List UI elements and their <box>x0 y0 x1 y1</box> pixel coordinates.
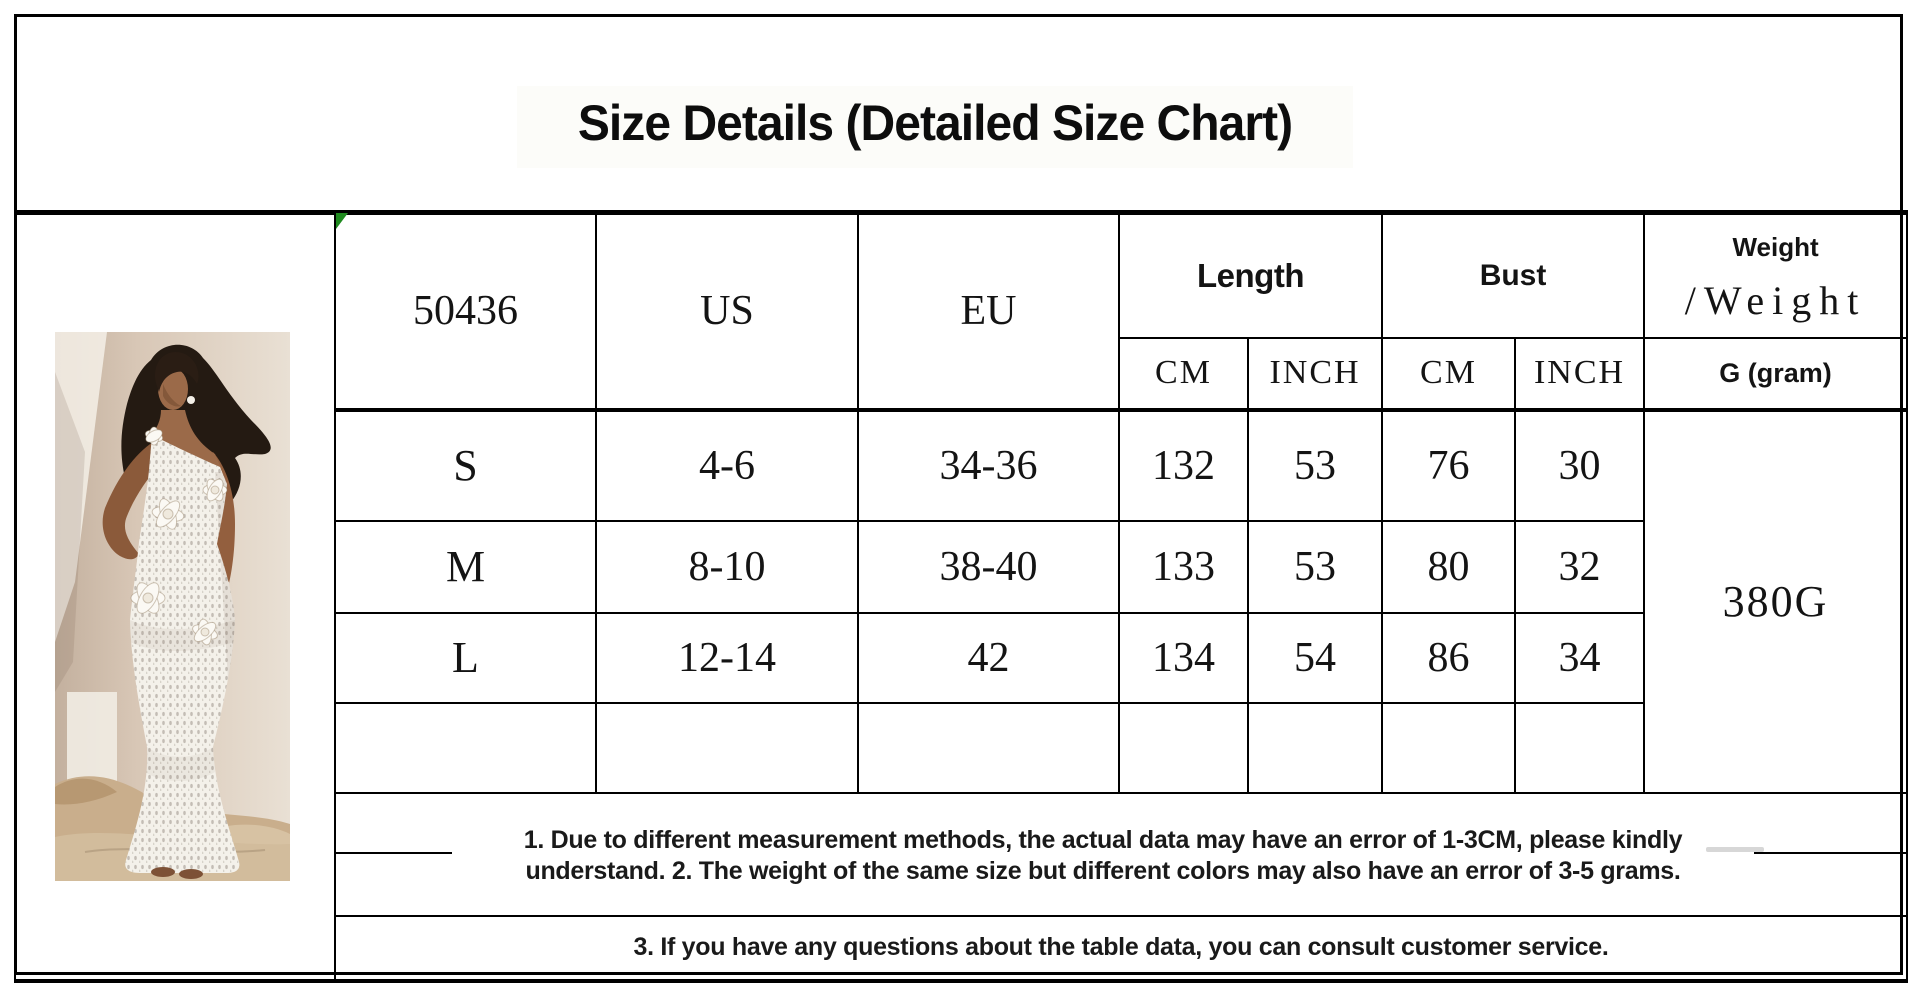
length-cm-value: 134 <box>1118 611 1249 704</box>
bust-inch-value: 32 <box>1514 519 1646 614</box>
earring <box>187 396 195 404</box>
length-cm-header: CM <box>1118 336 1249 412</box>
empty-cell <box>1514 701 1646 794</box>
weight-value-cell: 380G <box>1643 408 1909 794</box>
weight-header-line2: /Weight <box>1684 277 1867 323</box>
title-bar: Size Details (Detailed Size Chart) <box>0 86 1870 168</box>
size-cell: L <box>334 611 597 704</box>
product-photo-cell <box>14 210 336 983</box>
bust-inch-value: 34 <box>1514 611 1646 704</box>
bust-cm-value: 76 <box>1381 408 1517 522</box>
length-inch-value: 53 <box>1246 519 1384 614</box>
product-code-cell: 50436 <box>334 210 597 412</box>
length-cm-value: 133 <box>1118 519 1249 614</box>
length-inch-value: 54 <box>1246 611 1384 704</box>
size-cell: S <box>334 408 597 522</box>
hair-front <box>155 352 199 392</box>
length-cm-value: 132 <box>1118 408 1249 522</box>
eu-value-cell: 38-40 <box>857 519 1120 614</box>
eu-value-cell: 34-36 <box>857 408 1120 522</box>
product-photo <box>55 332 290 881</box>
page-title: Size Details (Detailed Size Chart) <box>577 95 1293 151</box>
flower-appliques <box>130 426 228 646</box>
feet <box>151 867 203 879</box>
notes-1-2-block: 1. Due to different measurement methods,… <box>452 816 1754 896</box>
weight-unit-header: G (gram) <box>1643 336 1909 412</box>
eu-header-cell: EU <box>857 210 1120 412</box>
note3-text: 3. If you have any questions about the t… <box>633 933 1609 961</box>
wall-light-wedge <box>55 332 107 642</box>
empty-cell <box>595 701 859 794</box>
note-line-2: understand. 2. The weight of the same si… <box>525 857 1681 885</box>
bust-cm-header: CM <box>1381 336 1517 412</box>
empty-cell <box>1381 701 1517 794</box>
wall-shadow <box>55 372 85 692</box>
bust-header-cell: Bust <box>1381 210 1646 339</box>
note3-row: 3. If you have any questions about the t… <box>333 914 1909 983</box>
weight-header-line1: Weight <box>1732 231 1819 262</box>
arm-left <box>102 442 155 560</box>
empty-cell <box>1246 701 1384 794</box>
title-background-patch: Size Details (Detailed Size Chart) <box>516 86 1353 168</box>
bust-cm-value: 80 <box>1381 519 1517 614</box>
eu-value-cell: 42 <box>857 611 1120 704</box>
bust-inch-value: 30 <box>1514 408 1646 522</box>
us-header-cell: US <box>595 210 859 412</box>
bust-inch-header: INCH <box>1514 336 1646 412</box>
size-table: 50436 US EU Length Bust Weight /Weight C… <box>14 210 1909 983</box>
us-value-cell: 12-14 <box>595 611 859 704</box>
length-inch-header: INCH <box>1246 336 1384 412</box>
bust-cm-value: 86 <box>1381 611 1517 704</box>
us-value-cell: 4-6 <box>595 408 859 522</box>
empty-cell <box>857 701 1120 794</box>
note-line-1: 1. Due to different measurement methods,… <box>523 826 1683 854</box>
empty-cell <box>334 701 597 794</box>
size-cell: M <box>334 519 597 614</box>
empty-cell <box>1118 701 1249 794</box>
us-value-cell: 8-10 <box>595 519 859 614</box>
length-inch-value: 53 <box>1246 408 1384 522</box>
neck-chest <box>151 410 221 468</box>
length-header-cell: Length <box>1117 210 1384 339</box>
overlay-artifact <box>1706 847 1764 852</box>
face-shadow <box>163 384 181 407</box>
face <box>158 368 188 410</box>
weight-header-cell: Weight /Weight <box>1643 210 1909 339</box>
